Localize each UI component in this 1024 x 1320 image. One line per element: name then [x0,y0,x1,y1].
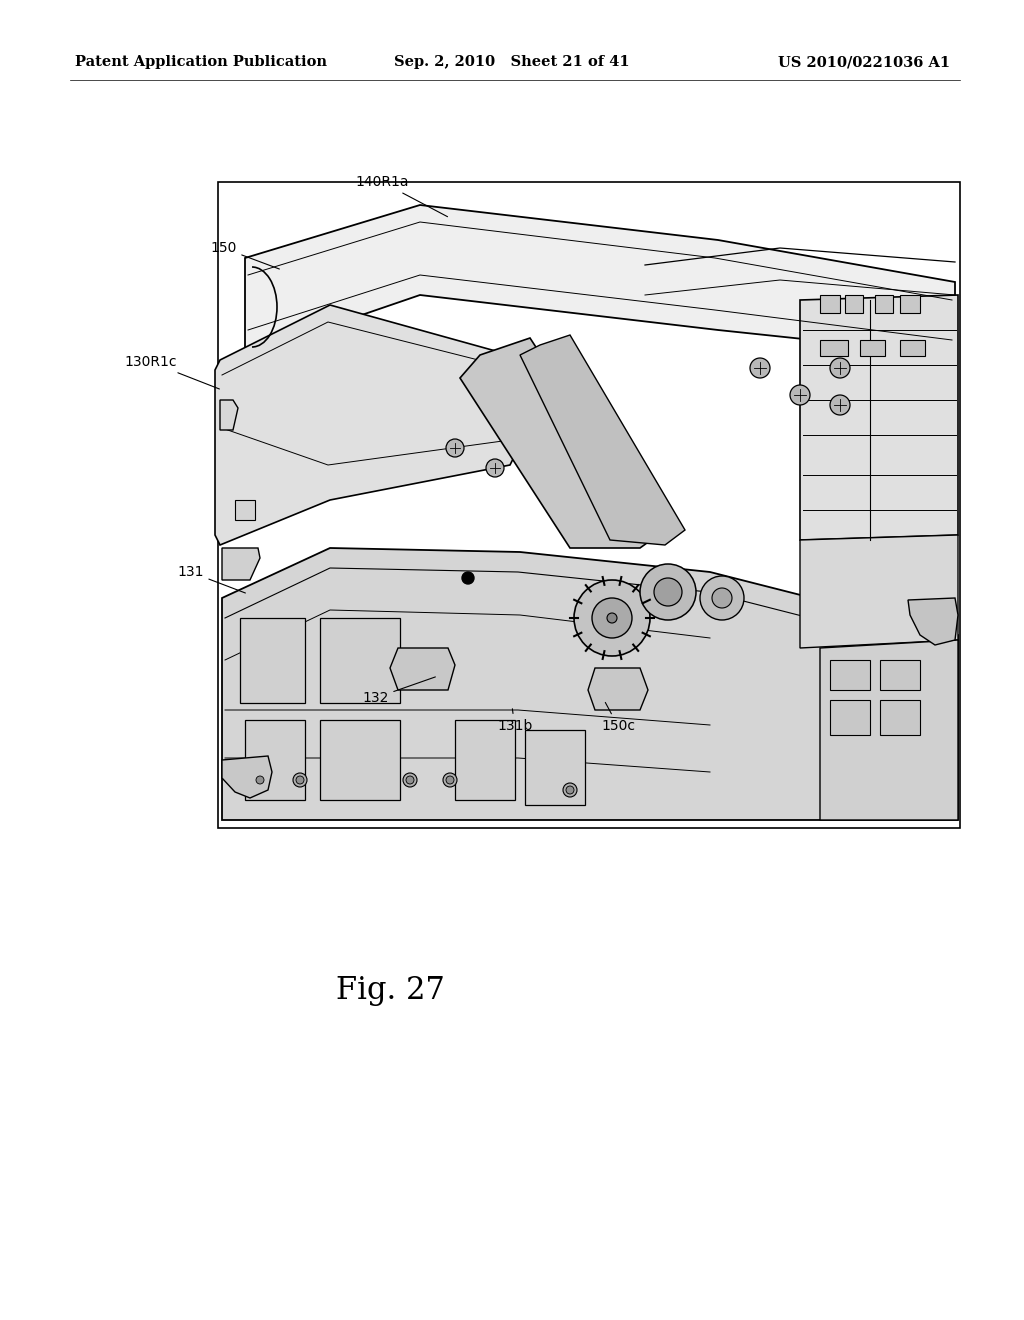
Circle shape [462,572,474,583]
Polygon shape [222,756,272,799]
Text: US 2010/0221036 A1: US 2010/0221036 A1 [778,55,950,69]
Bar [880,700,920,735]
Text: 131b: 131b [497,709,532,733]
Bar [880,660,920,690]
Circle shape [566,785,574,795]
Polygon shape [222,548,958,820]
Circle shape [830,395,850,414]
Circle shape [293,774,307,787]
Bar [319,719,400,800]
Bar [900,341,925,356]
Circle shape [443,774,457,787]
Bar [240,618,305,704]
Text: 140R1a: 140R1a [355,176,447,216]
Bar [900,294,920,313]
Circle shape [790,385,810,405]
Circle shape [403,774,417,787]
Bar [218,182,961,828]
Circle shape [563,783,577,797]
Bar [830,660,870,690]
Circle shape [446,440,464,457]
Text: 150: 150 [210,242,280,269]
Circle shape [253,774,267,787]
Polygon shape [460,338,658,548]
Text: 130R1c: 130R1c [124,355,219,389]
Circle shape [256,776,264,784]
Text: 131: 131 [177,565,246,593]
Circle shape [712,587,732,609]
Polygon shape [390,648,455,690]
Polygon shape [800,535,958,648]
Circle shape [654,578,682,606]
Circle shape [486,459,504,477]
Bar [455,719,515,800]
Polygon shape [215,305,520,545]
Bar [820,294,840,313]
Text: 132: 132 [362,677,435,705]
Polygon shape [245,205,955,355]
Circle shape [592,598,632,638]
Circle shape [640,564,696,620]
Bar [525,730,585,805]
Polygon shape [234,500,255,520]
Polygon shape [908,598,958,645]
Polygon shape [820,640,958,820]
Polygon shape [588,668,648,710]
Bar [820,341,848,356]
Circle shape [750,358,770,378]
Polygon shape [520,335,685,545]
Circle shape [574,579,650,656]
Bar [830,700,870,735]
Bar [245,719,305,800]
Text: 150c: 150c [601,702,635,733]
Circle shape [446,776,454,784]
Circle shape [296,776,304,784]
Polygon shape [222,548,260,579]
Text: Fig. 27: Fig. 27 [336,974,444,1006]
Text: Sep. 2, 2010   Sheet 21 of 41: Sep. 2, 2010 Sheet 21 of 41 [394,55,630,69]
Polygon shape [220,400,238,430]
Circle shape [607,612,617,623]
Circle shape [406,776,414,784]
Bar [845,294,863,313]
Bar [860,341,885,356]
Circle shape [700,576,744,620]
Circle shape [830,358,850,378]
Polygon shape [800,294,958,540]
Bar [874,294,893,313]
Bar [319,618,400,704]
Text: Patent Application Publication: Patent Application Publication [75,55,327,69]
